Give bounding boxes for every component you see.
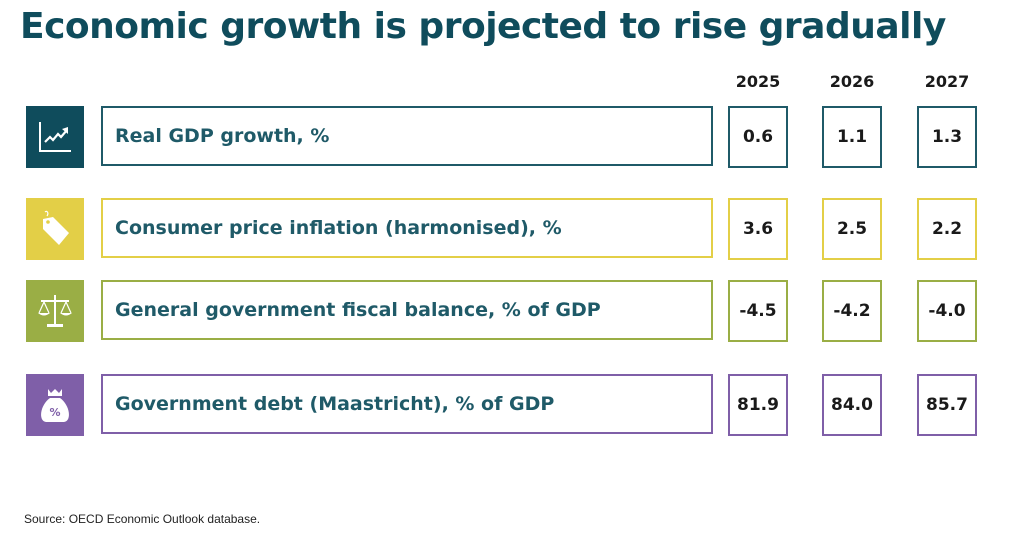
value-cell: 3.6 <box>728 198 788 260</box>
column-header-2025: 2025 <box>735 72 781 91</box>
row-label-real-gdp: Real GDP growth, % <box>101 106 713 166</box>
value-cell: 1.3 <box>917 106 977 168</box>
value-cell: -4.2 <box>822 280 882 342</box>
value-cell: 0.6 <box>728 106 788 168</box>
value-cell: 1.1 <box>822 106 882 168</box>
row-label-government-debt: Government debt (Maastricht), % of GDP <box>101 374 713 434</box>
column-header-2026: 2026 <box>829 72 875 91</box>
value-cell: 2.5 <box>822 198 882 260</box>
page-title: Economic growth is projected to rise gra… <box>20 6 946 47</box>
source-note: Source: OECD Economic Outlook database. <box>24 512 261 526</box>
row-label-inflation: Consumer price inflation (harmonised), % <box>101 198 713 258</box>
scales-icon <box>26 280 84 342</box>
money-bag-icon: % <box>26 374 84 436</box>
value-cell: 2.2 <box>917 198 977 260</box>
value-cell: 81.9 <box>728 374 788 436</box>
price-tag-icon <box>26 198 84 260</box>
value-cell: -4.0 <box>917 280 977 342</box>
value-cell: -4.5 <box>728 280 788 342</box>
row-label-fiscal-balance: General government fiscal balance, % of … <box>101 280 713 340</box>
value-cell: 85.7 <box>917 374 977 436</box>
column-header-2027: 2027 <box>924 72 970 91</box>
svg-text:%: % <box>49 406 60 419</box>
chart-growth-icon <box>26 106 84 168</box>
value-cell: 84.0 <box>822 374 882 436</box>
